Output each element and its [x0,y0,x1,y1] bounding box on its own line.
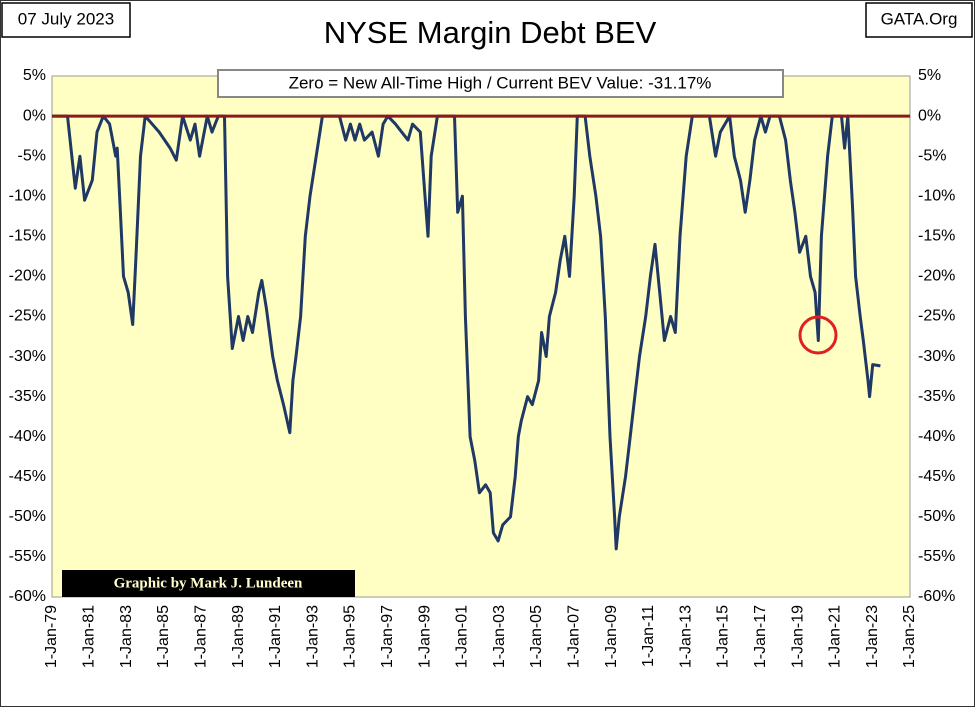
x-tick-label: 1-Jan-19 [789,605,806,668]
x-tick-label: 1-Jan-95 [342,605,359,668]
data-line [52,114,881,551]
y-tick-label: -55% [9,548,46,565]
x-tick-label: 1-Jan-23 [864,605,881,668]
y2-tick-label: -50% [918,508,955,525]
y2-tick-label: 0% [918,107,941,124]
y-tick-label: -10% [9,187,46,204]
x-tick-label: 1-Jan-03 [491,605,508,668]
y-tick-label: -35% [9,388,46,405]
y-tick-label: -5% [18,147,46,164]
x-tick-label: 1-Jan-25 [901,605,918,668]
date-label: 07 July 2023 [18,9,114,28]
y-tick-label: -20% [9,268,46,285]
y2-tick-label: -55% [918,548,955,565]
date-box [1,2,131,38]
x-tick-label: 1-Jan-05 [528,605,545,668]
x-tick-label: 1-Jan-13 [677,605,694,668]
x-tick-label: 1-Jan-83 [118,605,135,668]
y-tick-label: -60% [9,588,46,605]
x-tick-label: 1-Jan-17 [752,605,769,668]
y-tick-label: -45% [9,468,46,485]
x-tick-label: 1-Jan-93 [304,605,321,668]
y2-tick-label: -60% [918,588,955,605]
credit-box [62,570,355,597]
y2-tick-label: -30% [918,348,955,365]
y2-tick-label: -10% [918,187,955,204]
x-tick-label: 1-Jan-15 [715,605,732,668]
credit: Graphic by Mark J. Lundeen [114,575,303,591]
source-label: GATA.Org [881,9,958,28]
x-tick-label: 1-Jan-09 [603,605,620,668]
y-tick-label: 0% [23,107,46,124]
chart-title: NYSE Margin Debt BEV [324,15,657,50]
y-tick-label: -15% [9,228,46,245]
y2-tick-label: -25% [918,308,955,325]
x-tick-label: 1-Jan-87 [192,605,209,668]
x-tick-label: 1-Jan-91 [267,605,284,668]
x-tick-label: 1-Jan-81 [81,605,98,668]
x-tick-label: 1-Jan-07 [565,605,582,668]
x-tick-label: 1-Jan-89 [230,605,247,668]
y2-tick-label: -45% [918,468,955,485]
x-tick-label: 1-Jan-79 [43,605,60,668]
annotation: Zero = New All-Time High / Current BEV V… [289,73,712,92]
x-tick-label: 1-Jan-97 [379,605,396,668]
plot-area [51,75,911,598]
y-tick-label: -30% [9,348,46,365]
source-box [865,2,973,38]
y2-tick-label: -35% [918,388,955,405]
x-tick-label: 1-Jan-01 [454,605,471,668]
x-tick-label: 1-Jan-11 [640,605,657,667]
x-tick-label: 1-Jan-21 [827,605,844,668]
x-tick-label: 1-Jan-85 [155,605,172,668]
y-tick-label: 5% [23,67,46,84]
x-tick-label: 1-Jan-99 [416,605,433,668]
y2-tick-label: -15% [918,228,955,245]
y2-tick-label: -20% [918,268,955,285]
annotation-box [217,69,784,98]
highlight-circle [798,315,838,355]
y-tick-label: -25% [9,308,46,325]
y-tick-label: -40% [9,428,46,445]
y-tick-label: -50% [9,508,46,525]
y2-tick-label: -40% [918,428,955,445]
y2-tick-label: 5% [918,67,941,84]
y2-tick-label: -5% [918,147,946,164]
